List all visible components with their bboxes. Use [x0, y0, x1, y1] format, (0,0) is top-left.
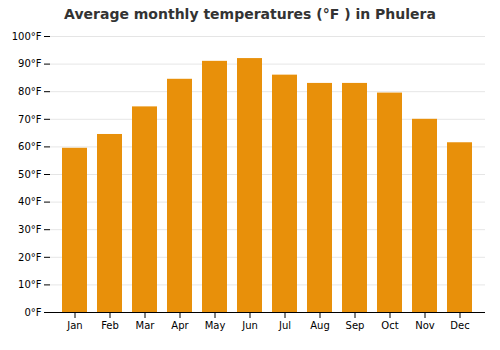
- svg-text:90°F: 90°F: [18, 58, 42, 69]
- svg-text:Dec: Dec: [450, 320, 469, 331]
- svg-text:May: May: [205, 320, 226, 331]
- svg-text:20°F: 20°F: [18, 252, 42, 263]
- svg-text:Sep: Sep: [346, 320, 365, 331]
- svg-text:100°F: 100°F: [12, 31, 42, 42]
- svg-text:Aug: Aug: [310, 320, 330, 331]
- svg-text:Nov: Nov: [415, 320, 435, 331]
- svg-text:60°F: 60°F: [18, 141, 42, 152]
- svg-text:Oct: Oct: [381, 320, 398, 331]
- svg-text:70°F: 70°F: [18, 114, 42, 125]
- svg-text:50°F: 50°F: [18, 169, 42, 180]
- svg-text:Feb: Feb: [101, 320, 119, 331]
- svg-text:Jul: Jul: [278, 320, 291, 331]
- svg-text:40°F: 40°F: [18, 196, 42, 207]
- html-text:Average monthly temperatures (: Average monthly temperatures (°F ) in Ph…: [64, 6, 436, 22]
- svg-text:Jan: Jan: [66, 320, 82, 331]
- svg-text:30°F: 30°F: [18, 224, 42, 235]
- svg-text:0°F: 0°F: [24, 307, 41, 318]
- svg-text:Apr: Apr: [171, 320, 189, 331]
- svg-text:Jun: Jun: [241, 320, 258, 331]
- svg-text:80°F: 80°F: [18, 86, 42, 97]
- svg-text:10°F: 10°F: [18, 279, 42, 290]
- svg-text:Mar: Mar: [136, 320, 156, 331]
